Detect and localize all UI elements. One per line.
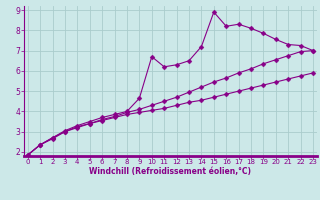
X-axis label: Windchill (Refroidissement éolien,°C): Windchill (Refroidissement éolien,°C) [89,167,252,176]
